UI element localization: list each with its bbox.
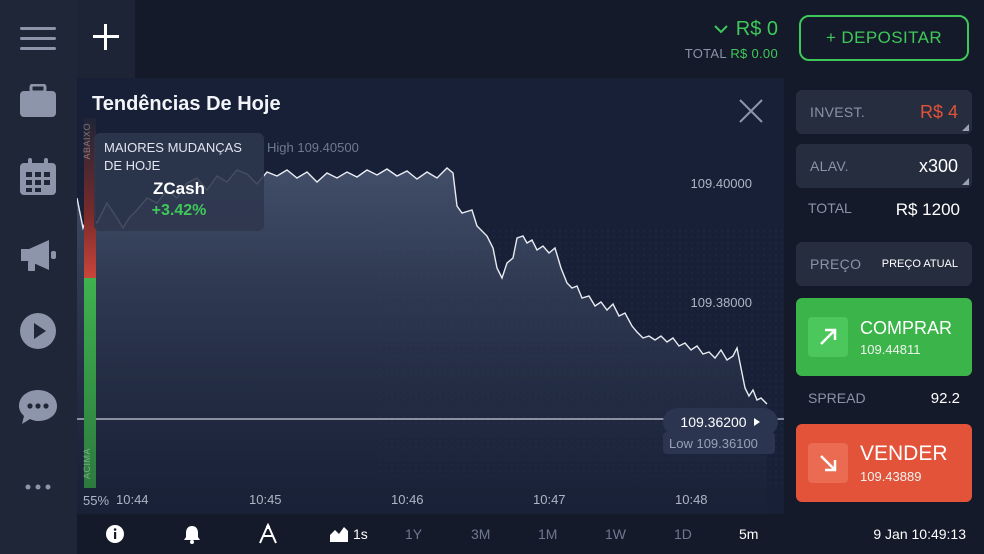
spread-label: SPREAD xyxy=(808,390,866,406)
buy-price: 109.44811 xyxy=(860,341,921,357)
total-balance-label: TOTAL xyxy=(684,46,727,61)
spread-row: SPREAD 92.2 xyxy=(796,390,972,407)
play-icon[interactable] xyxy=(17,310,59,352)
drawing-tools-icon[interactable] xyxy=(257,514,279,554)
top-mover-change: +3.42% xyxy=(151,202,207,219)
period-button-active[interactable]: 5m xyxy=(739,526,759,542)
bell-icon[interactable] xyxy=(182,514,202,554)
chart-area[interactable]: ABAIXO ACIMA Tendências De Hoje High 109… xyxy=(77,78,784,514)
period-button[interactable]: 1M xyxy=(538,526,558,542)
x-axis-label: 10:45 xyxy=(249,492,282,507)
period-button[interactable]: 1Y xyxy=(405,526,423,542)
invest-field[interactable]: INVEST. R$ 4 xyxy=(796,90,972,134)
x-axis-label: 10:47 xyxy=(533,492,566,507)
total-balance: TOTAL R$ 0.00 xyxy=(685,46,778,61)
sentiment-up-bar xyxy=(84,278,96,488)
left-sidebar xyxy=(0,0,77,554)
x-axis-label: 10:44 xyxy=(116,492,149,507)
invest-label: INVEST. xyxy=(810,104,866,120)
arrow-up-right-icon xyxy=(808,317,848,357)
close-icon[interactable] xyxy=(736,96,766,126)
high-label: High 109.40500 xyxy=(267,140,359,155)
corner-indicator-icon xyxy=(962,178,969,185)
current-price-tag: 109.36200 xyxy=(663,408,778,436)
total-balance-value: R$ 0.00 xyxy=(730,46,778,61)
current-price-value: 109.36200 xyxy=(680,414,747,430)
deposit-button[interactable]: + DEPOSITAR xyxy=(799,15,969,61)
buy-label: COMPRAR xyxy=(860,317,953,338)
play-small-icon xyxy=(753,418,760,426)
period-button[interactable]: 3M xyxy=(471,526,491,542)
low-label: Low 109.36100 xyxy=(663,432,775,454)
calendar-icon[interactable] xyxy=(17,156,59,198)
sell-label: VENDER xyxy=(860,442,948,465)
sentiment-percent: 55% xyxy=(83,493,110,508)
info-icon[interactable] xyxy=(105,514,125,554)
x-axis-label: 10:46 xyxy=(391,492,424,507)
period-button[interactable]: 1D xyxy=(674,526,692,542)
price-label: PREÇO xyxy=(810,256,862,272)
top-movers-title: MAIORES MUDANÇAS DE HOJE xyxy=(104,140,242,173)
sentiment-down-bar xyxy=(84,118,96,278)
price-field[interactable]: PREÇO PREÇO ATUAL xyxy=(796,242,972,286)
megaphone-icon[interactable] xyxy=(17,234,59,276)
total-value: R$ 1200 xyxy=(895,200,960,219)
leverage-value: x300 xyxy=(918,155,958,176)
corner-indicator-icon xyxy=(962,124,969,131)
y-axis-label: 109.40000 xyxy=(690,176,752,191)
spread-value: 92.2 xyxy=(930,390,960,407)
period-button[interactable]: 1W xyxy=(605,526,626,542)
bottom-toolbar: 1s 1Y 3M 1M 1W 1D 5m 9 Jan 10:49:13 xyxy=(77,514,984,554)
chart-title: Tendências De Hoje xyxy=(92,93,281,115)
top-bar: R$ 0 TOTAL R$ 0.00 + DEPOSITAR xyxy=(77,0,984,78)
leverage-label: ALAV. xyxy=(810,158,849,174)
clock: 9 Jan 10:49:13 xyxy=(873,526,966,542)
sentiment-up-label: ACIMA xyxy=(82,448,92,480)
arrow-down-right-icon xyxy=(808,443,848,483)
plus-icon xyxy=(93,24,119,50)
balance-value: R$ 0 xyxy=(735,18,778,40)
chevron-down-icon xyxy=(714,25,728,34)
y-axis-label: 109.38000 xyxy=(690,295,752,310)
area-chart-icon xyxy=(330,527,348,542)
more-icon[interactable] xyxy=(17,466,59,508)
total-label: TOTAL xyxy=(808,200,852,216)
sentiment-down-label: ABAIXO xyxy=(82,123,92,160)
buy-button[interactable]: COMPRAR 109.44811 xyxy=(796,298,972,376)
invest-value: R$ 4 xyxy=(919,101,958,122)
sell-price: 109.43889 xyxy=(860,469,922,484)
price-value: PREÇO ATUAL xyxy=(881,258,958,270)
sell-button[interactable]: VENDER 109.43889 xyxy=(796,424,972,502)
top-mover-asset: ZCash xyxy=(153,179,205,198)
leverage-field[interactable]: ALAV. x300 xyxy=(796,144,972,188)
total-row: TOTAL R$ 1200 xyxy=(796,200,972,220)
portfolio-icon[interactable] xyxy=(17,80,59,122)
balance-dropdown[interactable]: R$ 0 xyxy=(714,18,778,41)
chart-type-button[interactable]: 1s xyxy=(329,514,368,554)
chat-icon[interactable] xyxy=(17,386,59,428)
chart-interval: 1s xyxy=(353,526,368,542)
x-axis-label: 10:48 xyxy=(675,492,708,507)
trade-panel: INVEST. R$ 4 ALAV. x300 TOTAL R$ 1200 PR… xyxy=(784,78,984,514)
add-asset-button[interactable] xyxy=(77,0,135,78)
top-movers-card[interactable]: MAIORES MUDANÇAS DE HOJE ZCash +3.42% xyxy=(94,133,264,231)
menu-icon[interactable] xyxy=(17,18,59,60)
price-area xyxy=(77,168,767,514)
